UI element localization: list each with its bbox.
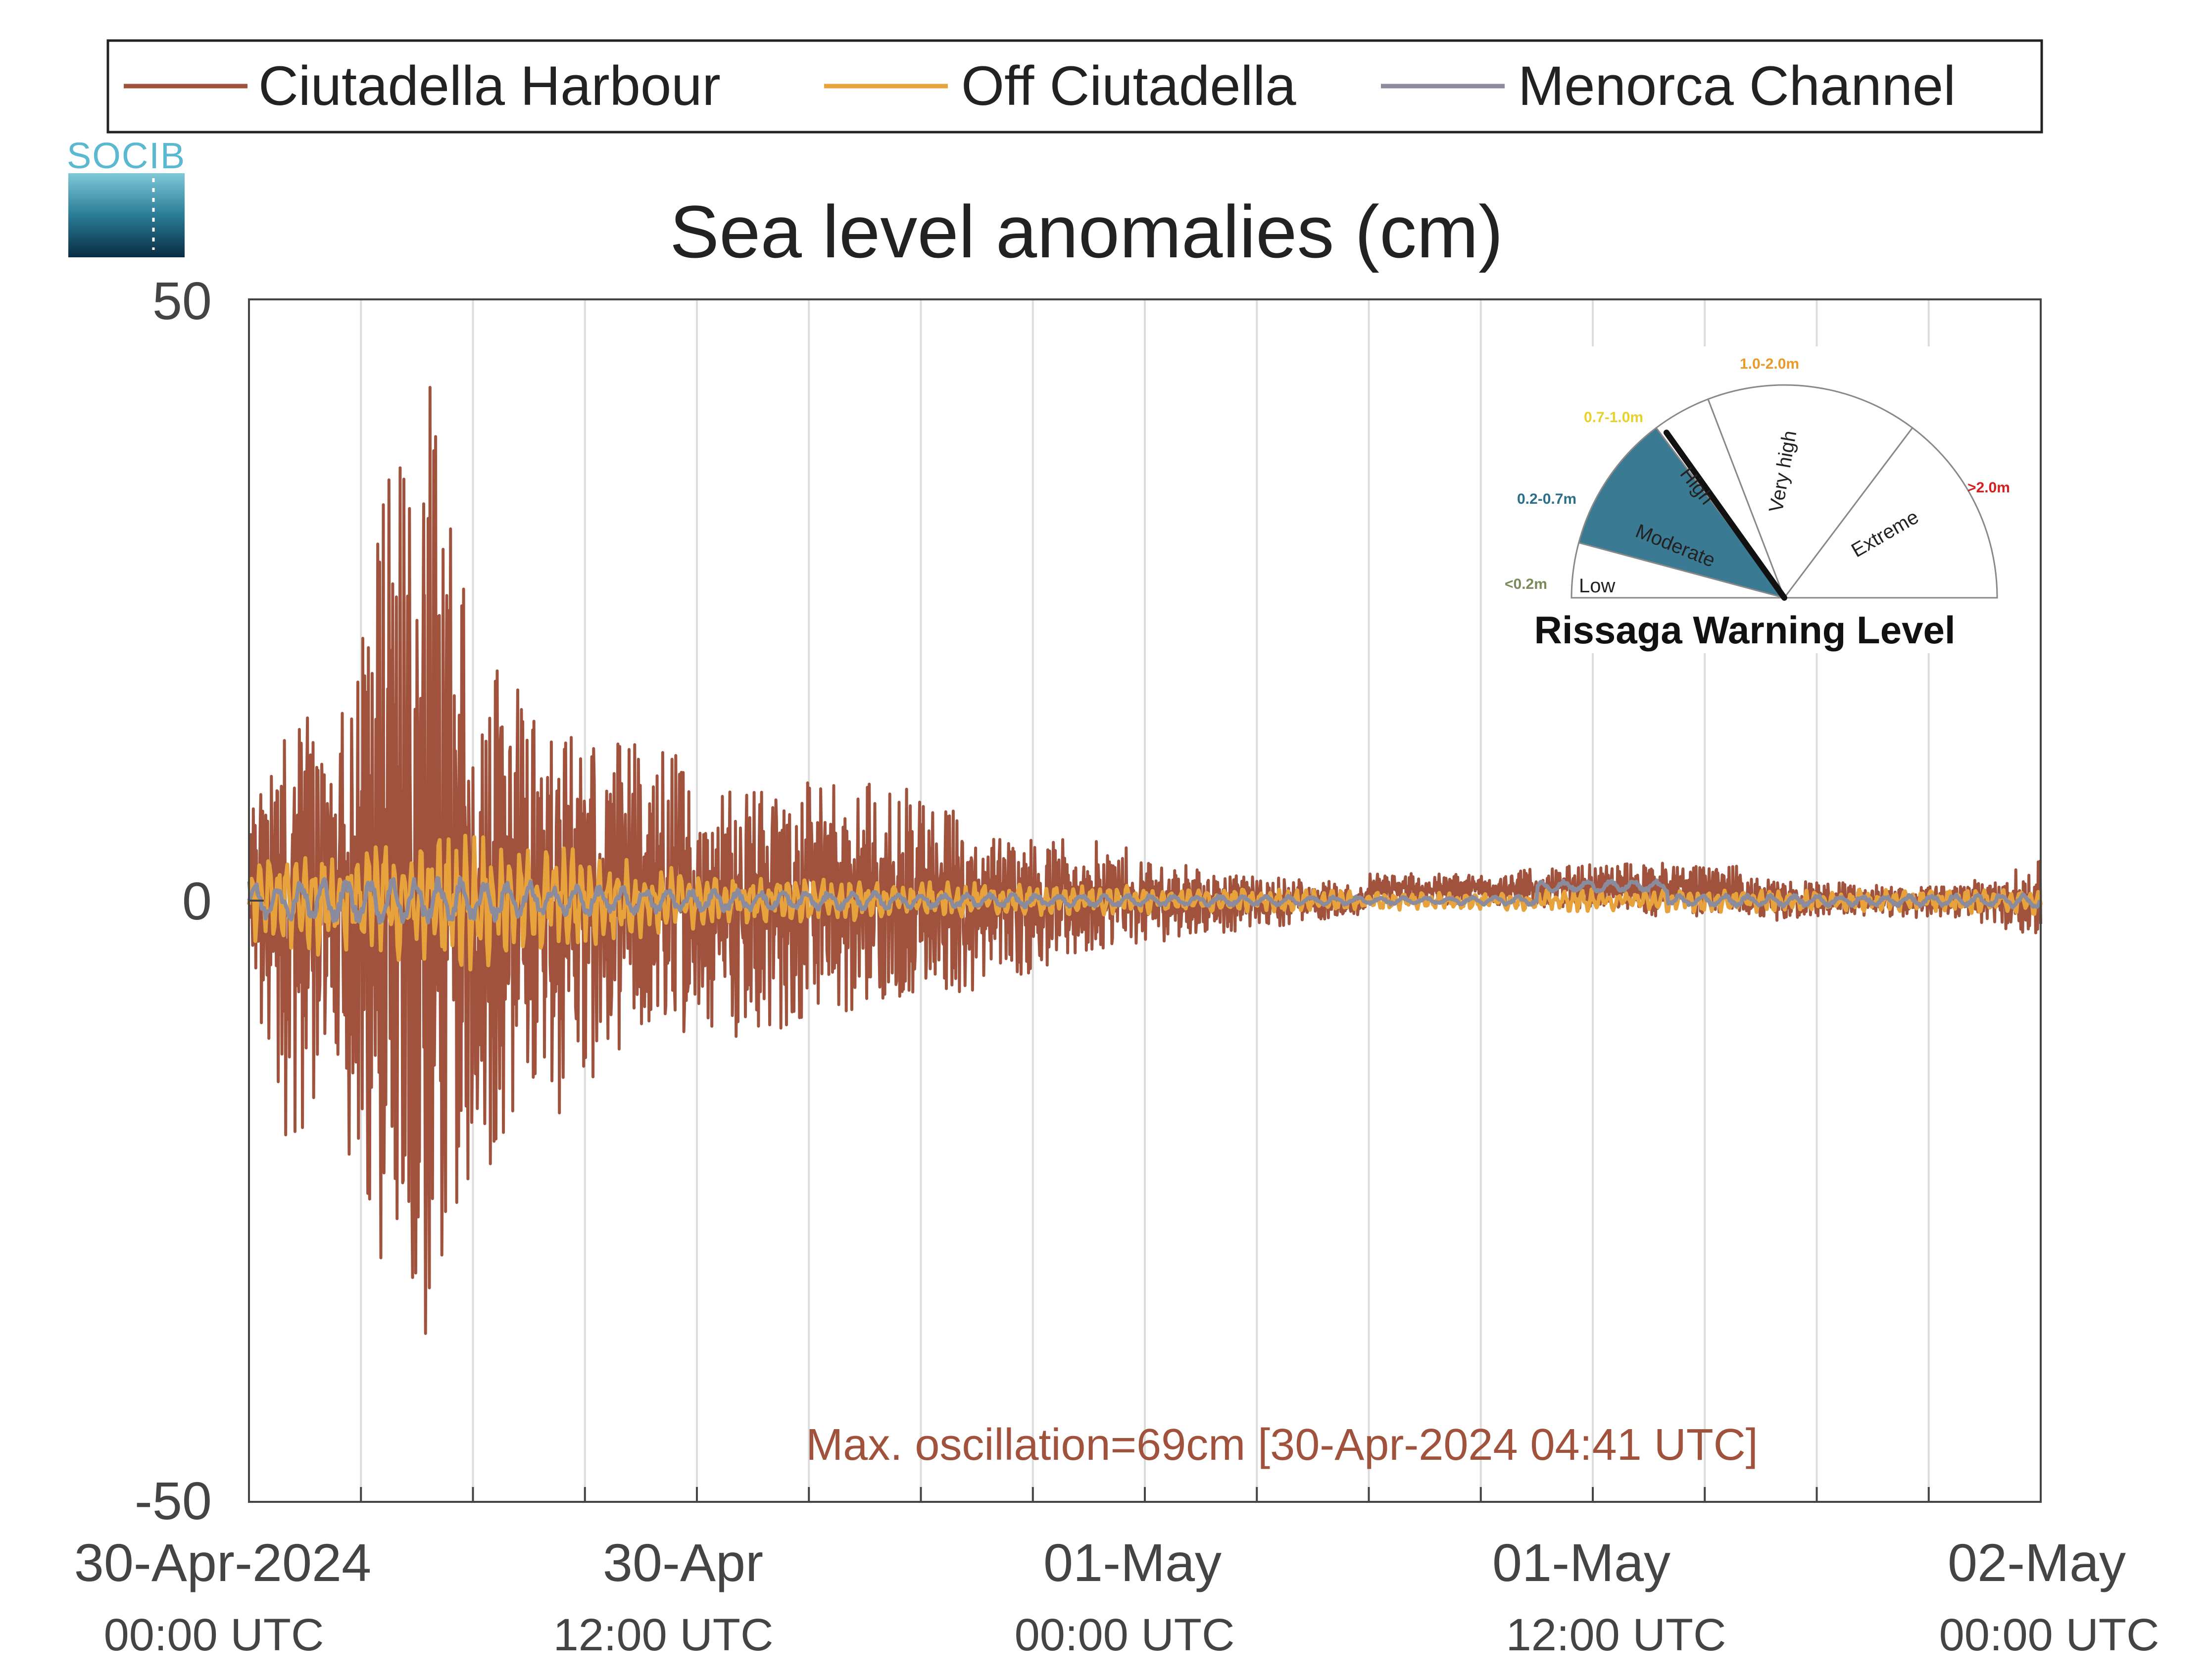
x-tick-sub-36: 12:00 UTC: [1506, 1610, 1726, 1660]
max-oscillation-annotation: Max. oscillation=69cm [30-Apr-2024 04:41…: [806, 1420, 1758, 1470]
rissaga-warning-gauge: Low Moderate High Very high Extreme <0.2…: [1505, 346, 2010, 653]
gauge-sector-extreme: [1782, 427, 1998, 599]
y-tick-label-minus-50: -50: [135, 1471, 212, 1531]
gauge-range-extreme: >2.0m: [1967, 480, 2010, 496]
gauge-range-high: 0.7-1.0m: [1584, 409, 1643, 426]
x-tick-label-48: 02-May: [1948, 1533, 2126, 1592]
gauge-range-low: <0.2m: [1505, 576, 1547, 592]
legend-label-off-ciutadella: Off Ciutadella: [961, 55, 1296, 117]
gauge-sector-moderate: [1577, 427, 1786, 599]
series-line-menorca-channel: [247, 876, 2042, 925]
socib-logo-wave: [68, 173, 185, 257]
gauge-sectors: [1571, 384, 1998, 600]
series-line-off-ciutadella: [247, 833, 2043, 972]
x-tick-label-24: 01-May: [1043, 1533, 1222, 1592]
gauge-range-very-high: 1.0-2.0m: [1740, 356, 1799, 372]
x-tick-labels: 30-Apr-2024 00:00 UTC 30-Apr 12:00 UTC 0…: [74, 1533, 2160, 1660]
y-tick-label-0: 0: [182, 871, 212, 931]
chart-title: Sea level anomalies (cm): [670, 190, 1503, 273]
gauge-sector-very-high: [1707, 384, 1914, 600]
x-tick-label-12: 30-Apr: [603, 1533, 763, 1592]
socib-logo: SOCIB: [67, 135, 186, 257]
x-tick-sub-24: 00:00 UTC: [1015, 1610, 1235, 1660]
x-tick-label-36: 01-May: [1492, 1533, 1670, 1592]
axis-ticks: [249, 900, 1930, 1502]
y-tick-label-50: 50: [152, 271, 212, 331]
socib-logo-text: SOCIB: [67, 135, 186, 176]
series-layer: [247, 385, 2043, 1335]
gauge-level-low: Low: [1579, 575, 1615, 597]
legend-label-ciutadella-harbour: Ciutadella Harbour: [258, 55, 721, 117]
x-tick-sub-48: 00:00 UTC: [1939, 1610, 2160, 1660]
x-tick-sub-12: 12:00 UTC: [553, 1610, 774, 1660]
legend: Ciutadella Harbour Off Ciutadella Menorc…: [106, 39, 2043, 134]
legend-label-menorca-channel: Menorca Channel: [1518, 55, 1956, 117]
legend-frame: [106, 39, 2043, 134]
x-tick-sub-0: 00:00 UTC: [104, 1610, 324, 1660]
gauge-title: Rissaga Warning Level: [1534, 608, 1955, 652]
x-tick-label-0: 30-Apr-2024: [74, 1533, 371, 1592]
gauge-range-moderate: 0.2-0.7m: [1517, 491, 1576, 507]
gauge-needle: [1663, 430, 1787, 601]
